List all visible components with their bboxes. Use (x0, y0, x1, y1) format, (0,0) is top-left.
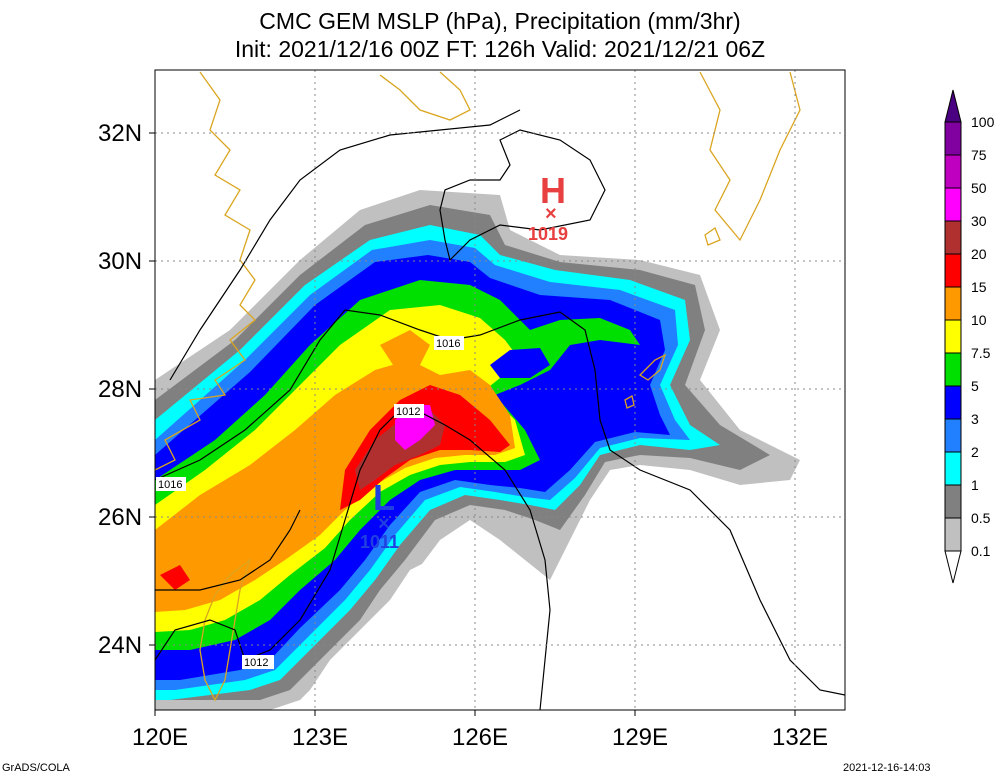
lon-label: 129E (611, 724, 669, 751)
high-marker-icon: × (545, 203, 557, 225)
precip-dry-area (310, 560, 430, 700)
high-pressure-value: 1019 (528, 224, 568, 244)
coastline-ryukyu (638, 353, 667, 381)
lat-label: 32N (98, 120, 143, 147)
colorbar-swatch (944, 154, 962, 189)
isobar-1020 (169, 109, 521, 381)
precip-15-region (160, 565, 190, 590)
high-symbol: H (540, 170, 566, 211)
colorbar (944, 89, 962, 584)
isobar-label: 1012 (244, 657, 268, 669)
colorbar-label: 1 (971, 477, 979, 493)
precip-10-region (380, 330, 430, 368)
coastline-ryukyu (624, 394, 635, 409)
lon-label: 123E (291, 724, 349, 751)
colorbar-swatch (944, 187, 962, 222)
colorbar-swatch (944, 220, 962, 255)
coastlines (155, 71, 801, 702)
footer-credit: GrADS/COLA (2, 762, 70, 774)
low-pressure-center: L × 1011 (360, 477, 399, 552)
lon-label: 126E (451, 724, 509, 751)
isobar-1012 (155, 619, 246, 661)
axis-ticks (149, 132, 796, 716)
coastline-taiwan (199, 558, 252, 702)
colorbar-label: 0.1 (971, 543, 991, 559)
precipitation-field (155, 190, 800, 710)
map-subtitle: Init: 2021/12/16 00Z FT: 126h Valid: 202… (234, 36, 766, 62)
colorbar-swatch (944, 319, 962, 354)
colorbar-label: 30 (971, 213, 987, 229)
isobar-label: 1016 (158, 479, 182, 491)
isobar-labels: 1016 1012 1016 1012 (156, 336, 464, 669)
lat-label: 28N (98, 376, 143, 403)
isobar-1016 (155, 309, 845, 696)
colorbar-label: 0.5 (971, 510, 991, 526)
colorbar-swatch (944, 286, 962, 321)
colorbar-label: 7.5 (971, 345, 991, 361)
colorbar-swatch (944, 253, 962, 288)
coastline-china (155, 71, 256, 471)
map-title: CMC GEM MSLP (hPa), Precipitation (mm/3h… (259, 8, 741, 34)
colorbar-label: 5 (971, 378, 979, 394)
coastline-kyushu-islands (704, 227, 721, 246)
grid-lines (155, 70, 845, 710)
coastline-korea-japan (379, 71, 471, 121)
colorbar-label: 50 (971, 180, 987, 196)
lat-label: 30N (98, 248, 143, 275)
footer-timestamp: 2021-12-16-14:03 (843, 762, 931, 774)
colorbar-swatch (944, 385, 962, 420)
colorbar-swatch (944, 418, 962, 453)
colorbar-swatch (944, 451, 962, 486)
lon-label: 132E (771, 724, 829, 751)
colorbar-swatch (944, 484, 962, 519)
colorbar-label: 20 (971, 246, 987, 262)
lon-label: 120E (131, 724, 189, 751)
precip-dry-area (490, 348, 550, 378)
plot-frame (154, 69, 846, 711)
colorbar-swatch (944, 517, 962, 552)
colorbar-label: 75 (971, 147, 987, 163)
colorbar-label: 100 (971, 114, 995, 130)
isobar-label: 1016 (436, 338, 460, 350)
colorbar-swatch (944, 121, 962, 156)
high-pressure-center: H × 1019 (528, 170, 568, 244)
colorbar-label: 10 (971, 312, 987, 328)
isobar-1016 (155, 509, 301, 591)
lat-label: 24N (98, 632, 143, 659)
isobar-label: 1012 (396, 406, 420, 418)
colorbar-label: 15 (971, 279, 987, 295)
colorbar-label: 2 (971, 444, 979, 460)
coastline-kyushu (699, 71, 801, 242)
low-pressure-value: 1011 (360, 532, 399, 552)
colorbar-bottom-arrow (944, 550, 962, 584)
colorbar-label: 3 (971, 411, 979, 427)
lat-label: 26N (98, 504, 143, 531)
low-symbol: L (373, 477, 395, 518)
colorbar-swatch (944, 352, 962, 387)
isobar-1016 (439, 129, 606, 262)
low-marker-icon: × (378, 513, 390, 535)
colorbar-top-arrow (944, 89, 962, 123)
